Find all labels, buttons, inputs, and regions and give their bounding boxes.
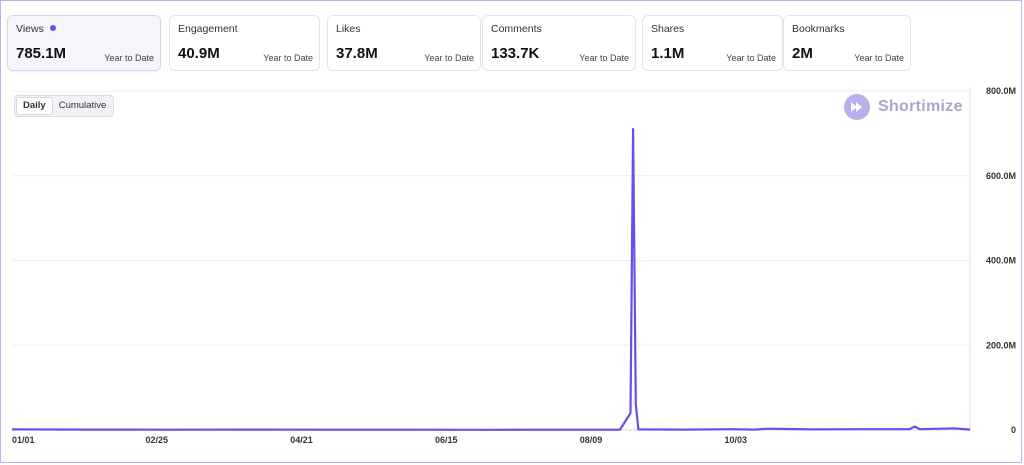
- x-tick-label: 02/25: [145, 435, 168, 445]
- chart-grid: [12, 87, 971, 431]
- metric-period: Year to Date: [104, 53, 154, 63]
- metric-card-likes[interactable]: Likes 37.8M Year to Date: [327, 15, 481, 71]
- metric-card-shares[interactable]: Shares 1.1M Year to Date: [642, 15, 783, 71]
- shortimize-logo-icon: [844, 94, 870, 120]
- metric-card-bookmarks[interactable]: Bookmarks 2M Year to Date: [783, 15, 911, 71]
- metric-label: Engagement: [178, 23, 238, 35]
- y-axis-ticks: 800.0M 600.0M 400.0M 200.0M 0: [986, 86, 1016, 435]
- daily-option[interactable]: Daily: [16, 97, 53, 115]
- x-tick-label: 10/03: [724, 435, 747, 445]
- metric-label: Shares: [651, 23, 685, 35]
- metric-label: Likes: [336, 23, 361, 35]
- metric-label: Comments: [491, 23, 542, 35]
- y-tick-label: 0: [1011, 425, 1016, 435]
- metric-card-comments[interactable]: Comments 133.7K Year to Date: [482, 15, 636, 71]
- y-tick-label: 600.0M: [986, 171, 1016, 181]
- metric-card-engagement[interactable]: Engagement 40.9M Year to Date: [169, 15, 320, 71]
- metric-period: Year to Date: [726, 53, 776, 63]
- cumulative-option[interactable]: Cumulative: [58, 100, 107, 111]
- metric-value: 40.9M: [178, 45, 220, 62]
- metric-period: Year to Date: [579, 53, 629, 63]
- y-tick-label: 200.0M: [986, 340, 1016, 350]
- views-series-line: [11, 128, 971, 431]
- x-tick-label: 06/15: [435, 435, 458, 445]
- x-tick-label: 08/09: [580, 435, 603, 445]
- metric-value: 37.8M: [336, 45, 378, 62]
- metric-value: 133.7K: [491, 45, 540, 62]
- x-axis-ticks: 01/01 02/25 04/21 06/15 08/09 10/03: [12, 435, 747, 445]
- metric-label: Bookmarks: [792, 23, 845, 35]
- y-tick-label: 800.0M: [986, 86, 1016, 96]
- metric-label: Views: [16, 23, 56, 35]
- metric-value: 2M: [792, 45, 813, 62]
- x-tick-label: 04/21: [290, 435, 313, 445]
- metric-value: 785.1M: [16, 45, 67, 62]
- view-mode-toggle: Daily Cumulative: [14, 95, 115, 117]
- metric-card-views[interactable]: Views 785.1M Year to Date: [7, 15, 161, 71]
- active-dot-icon: [49, 25, 56, 31]
- y-tick-label: 400.0M: [986, 256, 1016, 266]
- metric-value: 1.1M: [651, 45, 685, 62]
- brand-watermark: Shortimize: [844, 94, 963, 120]
- metric-period: Year to Date: [263, 53, 313, 63]
- metric-period: Year to Date: [854, 53, 904, 63]
- brand-name: Shortimize: [878, 98, 963, 115]
- x-tick-label: 01/01: [12, 435, 35, 445]
- metric-period: Year to Date: [424, 53, 474, 63]
